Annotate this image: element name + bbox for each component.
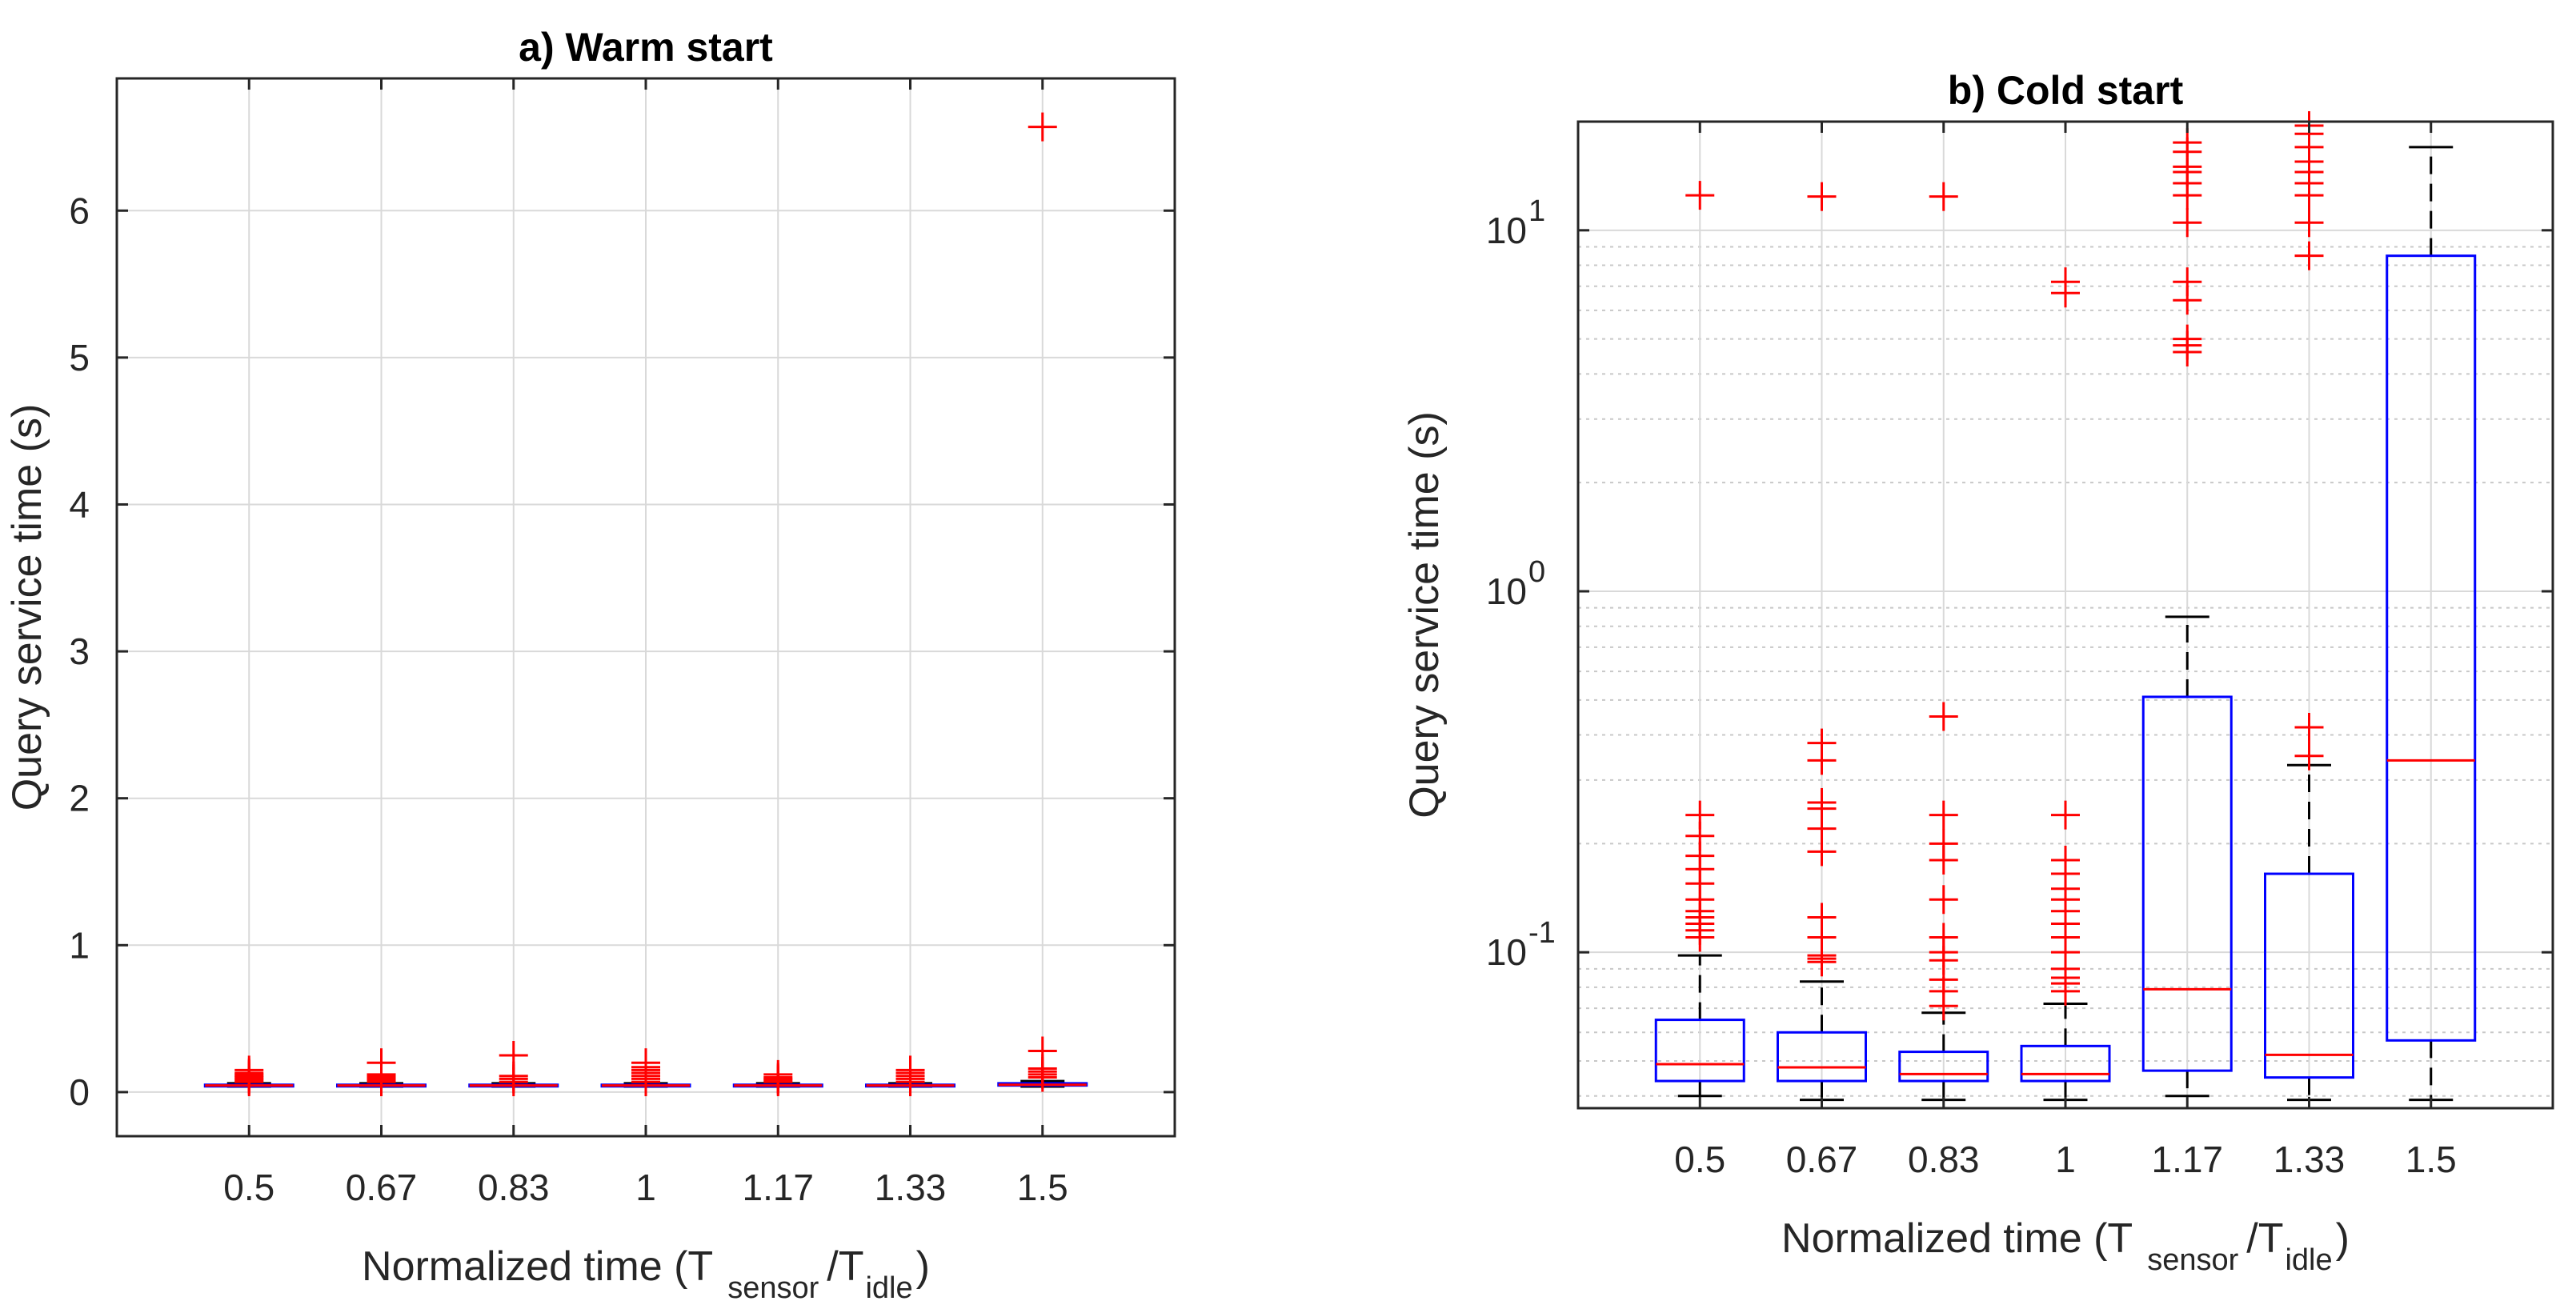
outlier-marker: [367, 1048, 396, 1078]
iqr-box: [1654, 1019, 1745, 1083]
x-axis-label-subscript: sensor: [727, 1271, 819, 1305]
outlier-marker: [1929, 800, 1958, 830]
x-axis-label-part: /T: [827, 1243, 863, 1290]
box-1.5: [997, 112, 1088, 1092]
outlier-marker: [1929, 923, 1958, 952]
outlier-marker: [234, 1055, 264, 1085]
y-tick-label: 10: [1486, 931, 1527, 973]
outlier-marker: [763, 1059, 793, 1089]
iqr-box: [2020, 1044, 2111, 1083]
outlier-marker: [2051, 267, 2080, 297]
x-tick-label: 0.67: [346, 1167, 418, 1208]
x-tick-label: 1.17: [2151, 1139, 2223, 1180]
box-0.5: [1654, 181, 1745, 1098]
outlier-marker: [895, 1055, 925, 1085]
y-tick-label: 3: [69, 630, 90, 672]
box-1.5: [2386, 146, 2477, 1102]
outlier-marker: [2173, 324, 2202, 354]
x-tick-label: 1.33: [2274, 1139, 2346, 1180]
outlier-marker: [1929, 702, 1958, 731]
x-tick-label: 0.5: [1674, 1139, 1725, 1180]
chart-title: a) Warm start: [519, 25, 773, 70]
box-0.83: [468, 1041, 559, 1097]
x-axis-label-subscript: sensor: [2147, 1243, 2238, 1277]
outlier-marker: [631, 1048, 660, 1078]
box-1.33: [865, 1055, 955, 1097]
box-0.67: [1777, 182, 1867, 1102]
outlier-marker: [1929, 885, 1958, 915]
box-0.67: [336, 1048, 427, 1097]
outlier-marker: [2173, 208, 2202, 238]
outlier-marker: [1807, 787, 1837, 817]
outlier-marker: [2294, 208, 2324, 238]
iqr-box: [1777, 1031, 1867, 1083]
x-axis-label-subscript: idle: [2285, 1243, 2332, 1277]
y-tick-label: 6: [69, 190, 90, 231]
outlier-marker: [2173, 128, 2202, 158]
outlier-marker: [1685, 800, 1715, 830]
x-axis-label: Normalized time (T sensor/Tidle): [362, 1243, 930, 1305]
x-axis-label-part: ): [2336, 1215, 2350, 1262]
x-tick-label: 0.83: [1908, 1139, 1980, 1180]
box-0.5: [203, 1055, 294, 1097]
x-axis-label-part: ): [916, 1243, 930, 1290]
box-1.17: [732, 1059, 823, 1097]
box-0.83: [1898, 182, 1989, 1102]
x-tick-label: 1.5: [2406, 1139, 2457, 1180]
x-axis-label-subscript: idle: [865, 1271, 912, 1305]
x-axis-label-part: Normalized time (T: [1781, 1215, 2133, 1262]
y-tick-label: 0: [69, 1071, 90, 1113]
box-1.17: [2141, 128, 2233, 1098]
outlier-marker: [2294, 712, 2324, 742]
y-tick-label: 2: [69, 778, 90, 819]
y-tick-exponent: 1: [1528, 194, 1545, 228]
y-tick-exponent: 0: [1528, 555, 1545, 589]
outlier-marker: [1028, 1036, 1057, 1066]
x-tick-label: 0.83: [478, 1167, 550, 1208]
x-tick-label: 1.33: [875, 1167, 947, 1208]
y-tick-exponent: -1: [1528, 916, 1556, 950]
chart-title: b) Cold start: [1948, 68, 2184, 113]
y-tick-label: 5: [69, 337, 90, 378]
y-tick-label: 10: [1486, 210, 1527, 251]
outlier-marker: [1685, 181, 1715, 210]
y-tick-label: 4: [69, 483, 90, 525]
box-1: [600, 1048, 691, 1097]
outlier-marker: [2294, 741, 2324, 771]
outlier-marker: [1807, 728, 1837, 758]
chart-panel-warm-start: 0.5 0.67 0.83 1 1.17 1.33 1.5 0 1 2 3 4 5 6 a) Warm st…: [4, 25, 1176, 1305]
iqr-box: [1898, 1051, 1989, 1083]
outlier-marker: [1929, 182, 1958, 211]
x-axis-label-part: Normalized time (T: [362, 1243, 713, 1290]
outlier-marker: [1028, 112, 1057, 142]
y-tick-label: 10: [1486, 570, 1527, 612]
outlier-marker: [2051, 800, 2080, 830]
outlier-marker: [1807, 903, 1837, 932]
iqr-box: [2264, 872, 2354, 1079]
x-tick-label: 0.67: [1786, 1139, 1858, 1180]
x-axis-label: Normalized time (T sensor/Tidle): [1781, 1215, 2350, 1277]
outlier-marker: [1807, 182, 1837, 211]
outlier-marker: [1929, 829, 1958, 859]
x-tick-label: 1.17: [742, 1167, 814, 1208]
x-tick-label: 0.5: [223, 1167, 274, 1208]
outlier-marker: [2173, 267, 2202, 297]
iqr-box: [2141, 695, 2233, 1072]
x-tick-label: 1: [2055, 1139, 2076, 1180]
outlier-marker: [499, 1041, 528, 1071]
y-axis-label: Query service time (s): [4, 404, 50, 811]
box-1: [2020, 267, 2111, 1102]
x-tick-label: 1: [635, 1167, 656, 1208]
outlier-marker: [2051, 846, 2080, 875]
y-tick-label: 1: [69, 924, 90, 966]
y-axis-label: Query service time (s): [1401, 411, 1448, 819]
outlier-marker: [2294, 241, 2324, 270]
x-axis-label-part: /T: [2246, 1215, 2283, 1262]
x-tick-label: 1.5: [1017, 1167, 1068, 1208]
iqr-box: [2386, 254, 2477, 1042]
